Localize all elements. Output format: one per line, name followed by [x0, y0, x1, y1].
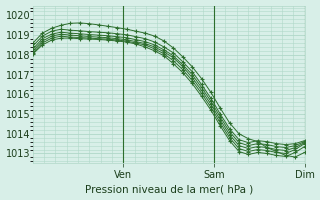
- X-axis label: Pression niveau de la mer( hPa ): Pression niveau de la mer( hPa ): [84, 184, 253, 194]
